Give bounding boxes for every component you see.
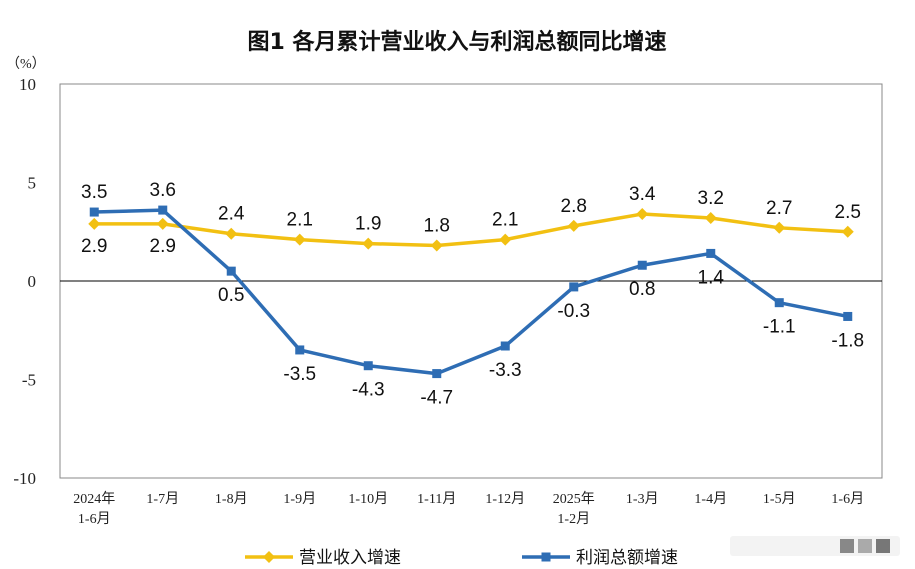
series-point xyxy=(637,260,647,270)
data-label: 2.4 xyxy=(218,204,245,225)
series-layer xyxy=(88,205,854,379)
series-point xyxy=(841,225,854,238)
chart-title: 图1 各月累计营业收入与利润总额同比增速 xyxy=(248,29,667,55)
data-label: 3.5 xyxy=(81,182,107,203)
series-point xyxy=(773,221,786,234)
series-point xyxy=(843,311,853,321)
series-point xyxy=(156,217,169,230)
series-point xyxy=(226,266,236,276)
x-axis: 2024年 1-6月 1-7月 1-8月 1-9月 1-10月 1-11月 1-12月 2025… xyxy=(73,491,864,527)
legend-marker xyxy=(541,552,551,562)
y-tick-label: 5 xyxy=(28,174,37,193)
legend-label: 营业收入增速 xyxy=(299,548,401,568)
x-tick-label: 1-2月 xyxy=(557,511,590,527)
series-point xyxy=(89,207,99,217)
data-labels: 2.9 3.5 2.9 3.6 2.4 0.5 2.1 -3.5 1.9 -4.3 1.8 -4.7 2… xyxy=(81,180,864,409)
data-label: 2.9 xyxy=(81,236,107,257)
data-label: 2.7 xyxy=(766,198,792,219)
series-point xyxy=(567,219,580,232)
y-tick-label: -10 xyxy=(13,469,36,488)
series-point xyxy=(500,341,510,351)
x-tick-label: 1-6月 xyxy=(78,511,111,527)
y-tick-label: 10 xyxy=(19,75,36,94)
series-point xyxy=(774,298,784,308)
data-label: 2.1 xyxy=(287,210,313,231)
data-label: 1.8 xyxy=(424,216,450,237)
y-axis: 10 5 0 -5 -10 xyxy=(13,75,36,488)
data-label: 3.6 xyxy=(150,180,176,201)
x-tick-label: 1-4月 xyxy=(694,491,727,507)
series-line xyxy=(92,212,850,248)
series-point xyxy=(158,205,168,215)
x-tick-label: 1-5月 xyxy=(763,491,796,507)
x-tick-label: 1-8月 xyxy=(215,491,248,507)
series-point xyxy=(636,208,649,221)
data-label: -4.7 xyxy=(420,388,453,409)
x-tick-label: 1-9月 xyxy=(283,491,316,507)
x-tick-label: 1-11月 xyxy=(417,491,456,507)
series-point xyxy=(362,237,375,250)
data-label: 2.8 xyxy=(561,196,587,217)
data-label: -4.3 xyxy=(352,380,385,401)
series-point xyxy=(88,217,101,230)
data-label: -1.1 xyxy=(763,317,796,338)
series-point xyxy=(363,361,373,371)
data-label: 0.8 xyxy=(629,279,655,300)
series-point xyxy=(295,345,305,355)
y-tick-label: 0 xyxy=(28,272,37,291)
data-label: 0.5 xyxy=(218,285,244,306)
legend: 营业收入增速 利润总额增速 xyxy=(245,548,678,568)
data-label: -0.3 xyxy=(557,301,590,322)
series-point xyxy=(499,233,512,246)
series-point xyxy=(706,248,716,258)
x-tick-label: 1-10月 xyxy=(348,491,388,507)
data-label: 1.4 xyxy=(698,267,725,288)
data-label: 3.4 xyxy=(629,184,656,205)
y-tick-label: -5 xyxy=(22,371,36,390)
data-label: 2.9 xyxy=(150,236,176,257)
data-label: 3.2 xyxy=(698,188,724,209)
series-point xyxy=(293,233,306,246)
legend-marker xyxy=(263,551,275,563)
x-tick-label: 2025年 xyxy=(553,491,595,507)
data-label: -3.3 xyxy=(489,360,522,381)
series-point xyxy=(225,227,238,240)
data-label: 2.5 xyxy=(835,202,861,223)
x-tick-label: 2024年 xyxy=(73,491,115,507)
data-label: 2.1 xyxy=(492,210,518,231)
series-point xyxy=(569,282,579,292)
y-axis-unit: （%） xyxy=(6,56,46,72)
series-line xyxy=(92,208,850,376)
series-point xyxy=(432,369,442,379)
legend-label: 利润总额增速 xyxy=(576,548,678,568)
data-label: -3.5 xyxy=(283,364,316,385)
x-tick-label: 1-7月 xyxy=(146,491,179,507)
x-tick-label: 1-6月 xyxy=(831,491,864,507)
series-point xyxy=(704,211,717,224)
data-label: -1.8 xyxy=(831,330,864,351)
data-label: 1.9 xyxy=(355,214,381,235)
x-tick-label: 1-12月 xyxy=(485,491,525,507)
x-tick-label: 1-3月 xyxy=(626,491,659,507)
watermark xyxy=(730,536,900,556)
series-point xyxy=(430,239,443,252)
